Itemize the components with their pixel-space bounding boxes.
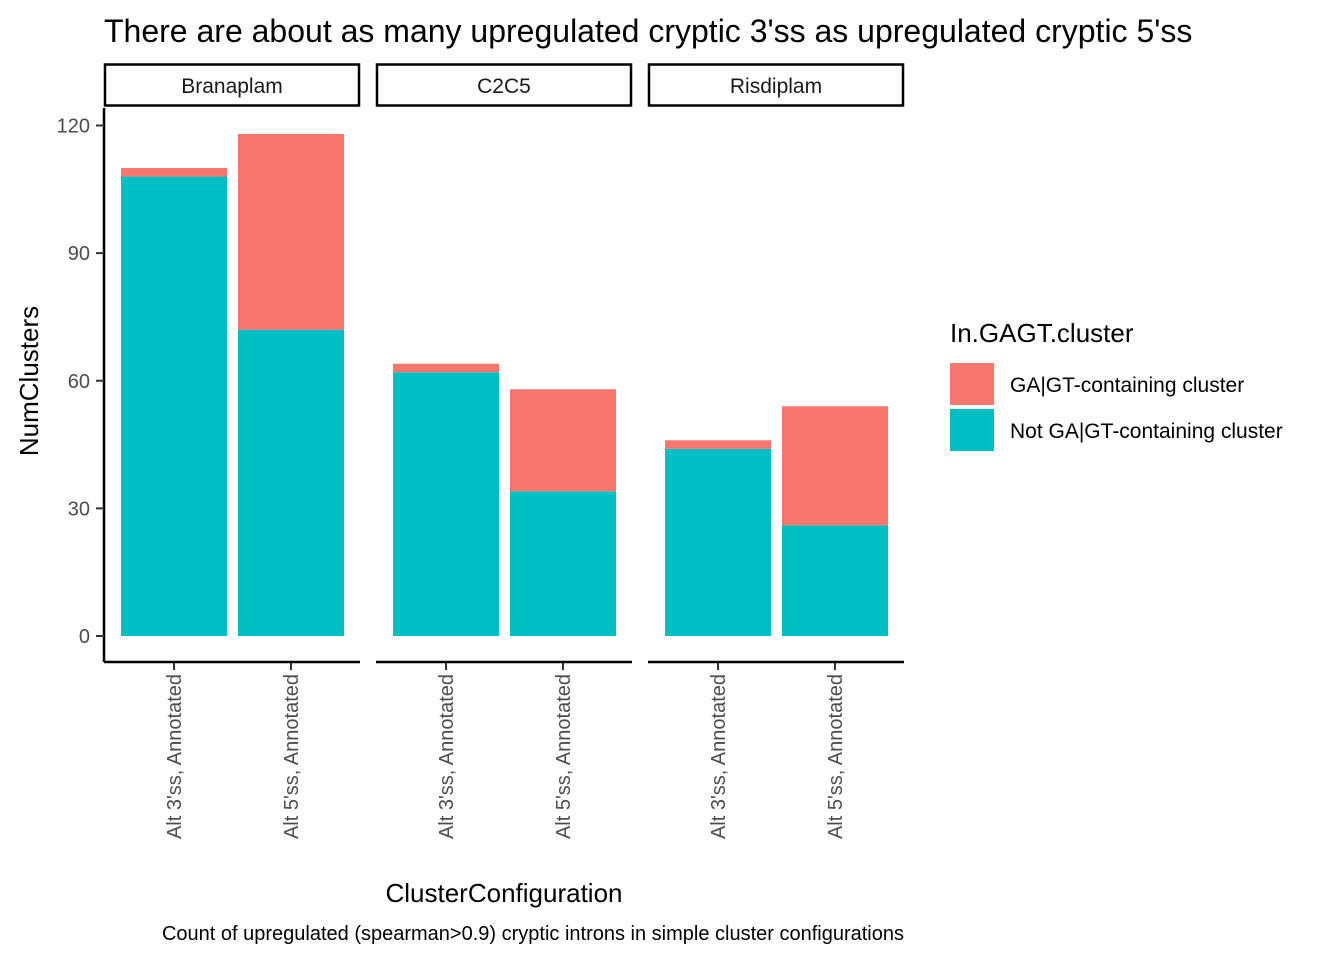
x-tick-label: Alt 5'ss, Annotated — [281, 674, 303, 839]
bar-segment — [238, 134, 344, 330]
bar-segment — [782, 406, 888, 526]
bar-segment — [782, 525, 888, 636]
facet-panel: C2C5 Alt 3'ss, Annotated Alt 5'ss, Annotat… — [375, 63, 633, 839]
chart-title: There are about as many upregulated cryp… — [104, 13, 1192, 49]
bar-segment — [393, 372, 499, 636]
bar-segment — [238, 329, 344, 636]
x-tick-label: Alt 3'ss, Annotated — [436, 674, 458, 839]
x-tick-label: Alt 5'ss, Annotated — [553, 674, 575, 839]
y-tick-label: 120 — [57, 116, 90, 138]
legend-label: Not GA|GT-containing cluster — [1010, 420, 1283, 443]
legend: GA|GT-containing cluster Not GA|GT-contai… — [950, 363, 1283, 451]
bar-segment — [121, 168, 227, 177]
y-axis: 0 30 60 90 120 — [57, 108, 106, 662]
x-tick-label: Alt 5'ss, Annotated — [825, 674, 847, 839]
bar-segment — [393, 363, 499, 373]
bar-segment — [510, 491, 616, 636]
x-axis-title: ClusterConfiguration — [385, 878, 622, 908]
x-tick-label: Alt 3'ss, Annotated — [708, 674, 730, 839]
legend-title: In.GAGT.cluster — [950, 318, 1134, 348]
facet-strip — [647, 63, 905, 107]
bar-segment — [510, 389, 616, 492]
x-tick-label: Alt 3'ss, Annotated — [164, 674, 186, 839]
y-tick-label: 60 — [68, 371, 90, 393]
y-tick-label: 90 — [68, 243, 90, 265]
legend-label: GA|GT-containing cluster — [1010, 374, 1244, 397]
bar-segment — [121, 176, 227, 637]
y-axis-title: NumClusters — [14, 306, 44, 456]
facet-strip — [103, 63, 361, 107]
facet-panel: Branaplam Alt 3'ss, Annotated Alt 5'ss, An… — [103, 63, 361, 839]
y-tick-label: 30 — [68, 498, 90, 520]
facet-panels: Branaplam Alt 3'ss, Annotated Alt 5'ss, An… — [103, 63, 905, 839]
facet-strip-label: C2C5 — [477, 75, 531, 98]
y-tick-label: 0 — [79, 626, 90, 648]
facet-strip-label: Branaplam — [181, 75, 283, 98]
facet-panel: Risdiplam Alt 3'ss, Annotated Alt 5'ss, An… — [647, 63, 905, 839]
facet-strip-label: Risdiplam — [730, 75, 822, 98]
chart-caption: Count of upregulated (spearman>0.9) cryp… — [162, 923, 904, 945]
bar-segment — [665, 448, 771, 636]
facet-strip — [375, 63, 633, 107]
bar-segment — [665, 440, 771, 449]
legend-key — [950, 409, 994, 451]
legend-key — [950, 363, 994, 405]
